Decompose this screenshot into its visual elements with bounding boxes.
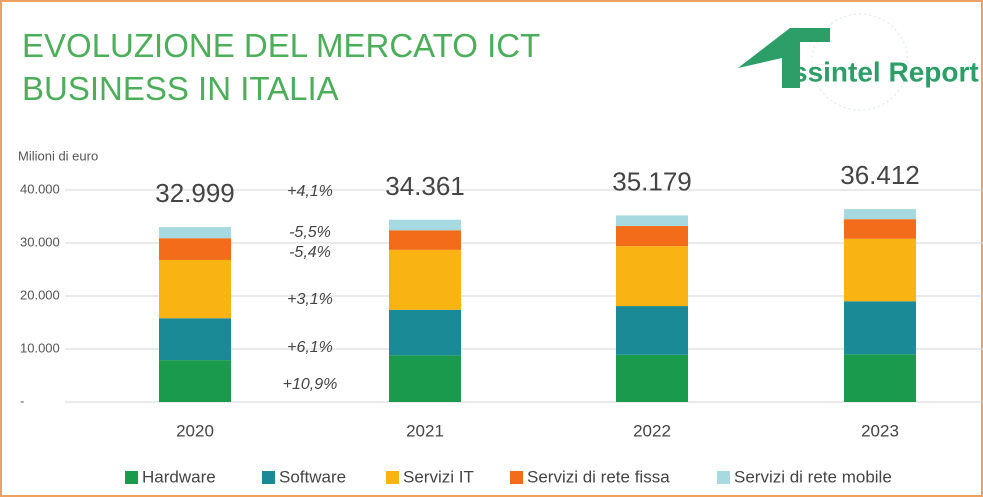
legend-label: Servizi di rete fissa — [527, 467, 670, 486]
bar-segment — [616, 246, 688, 307]
y-tick-label: 20.000 — [20, 287, 60, 302]
bar-segment — [389, 219, 461, 231]
bar-segment — [389, 249, 461, 310]
y-tick-label: 40.000 — [20, 181, 60, 196]
bar-segment — [159, 318, 231, 361]
bar-segment — [844, 209, 916, 220]
bar-segment — [389, 355, 461, 402]
bar-segment — [159, 238, 231, 260]
legend-label: Software — [279, 467, 346, 486]
y-tick-label: 30.000 — [20, 234, 60, 249]
legend-label: Servizi di rete mobile — [734, 467, 892, 486]
x-tick-label: 2021 — [406, 421, 444, 440]
legend-swatch — [386, 471, 399, 484]
annotation: +10,9% — [283, 376, 338, 393]
bar-segment — [616, 306, 688, 355]
annotation: +4,1% — [287, 183, 333, 200]
total-label: 35.179 — [612, 166, 692, 196]
total-label: 32.999 — [155, 178, 235, 208]
bar-segment — [616, 215, 688, 227]
x-tick-label: 2023 — [861, 421, 899, 440]
legend-label: Hardware — [142, 467, 216, 486]
annotation: +3,1% — [287, 291, 333, 308]
bar-segment — [616, 226, 688, 247]
y-axis-label: Milioni di euro — [18, 148, 98, 163]
bar-segment — [844, 354, 916, 402]
bar-segment — [159, 360, 231, 402]
chart-title: BUSINESS IN ITALIA — [22, 70, 339, 107]
bar-segment — [159, 259, 231, 319]
legend-swatch — [262, 471, 275, 484]
total-label: 34.361 — [385, 171, 465, 201]
total-label: 36.412 — [840, 160, 920, 190]
bar-segment — [159, 227, 231, 239]
bar-segment — [844, 238, 916, 302]
x-tick-label: 2020 — [176, 421, 214, 440]
y-tick-label: 10.000 — [20, 340, 60, 355]
legend-swatch — [717, 471, 730, 484]
bar-segment — [389, 309, 461, 356]
annotation: -5,4% — [289, 244, 331, 261]
logo-text: ssintel Report — [792, 56, 979, 87]
bar-segment — [844, 219, 916, 239]
legend-swatch — [510, 471, 523, 484]
bar-segment — [389, 230, 461, 250]
logo: ssintel Report — [738, 13, 979, 111]
legend-label: Servizi IT — [403, 467, 474, 486]
annotation: +6,1% — [287, 339, 333, 356]
chart-title: EVOLUZIONE DEL MERCATO ICT — [22, 27, 540, 64]
x-tick-label: 2022 — [633, 421, 671, 440]
y-tick-label: - — [20, 393, 24, 408]
annotation: -5,5% — [289, 224, 331, 241]
bar-segment — [844, 301, 916, 355]
legend-swatch — [125, 471, 138, 484]
bar-segment — [616, 354, 688, 402]
